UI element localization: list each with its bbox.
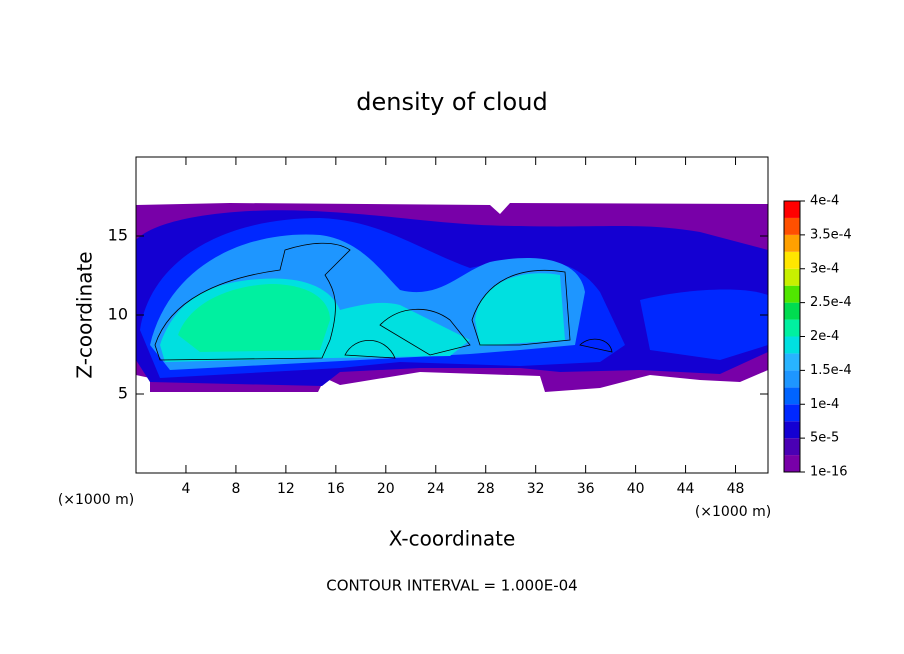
- x-tick-label: 48: [727, 481, 745, 497]
- y-axis-label: Z-coordinate: [73, 251, 97, 378]
- colorbar-segment: [784, 353, 800, 371]
- colorbar-tick-label: 1e-4: [810, 397, 839, 412]
- colorbar-tick-label: 2.5e-4: [810, 295, 852, 310]
- chart-title: density of cloud: [356, 88, 547, 116]
- colorbar-segment: [784, 404, 800, 422]
- colorbar-segment: [784, 319, 800, 337]
- field-layer: [640, 289, 768, 360]
- x-unit: (×1000 m): [695, 504, 771, 520]
- x-tick-label: 44: [677, 481, 695, 497]
- colorbar-tick-label: 2e-4: [810, 329, 839, 344]
- colorbar-segment: [784, 285, 800, 303]
- colorbar-segment: [784, 302, 800, 320]
- colorbar-tick-label: 5e-5: [810, 431, 839, 446]
- x-tick-label: 28: [477, 481, 495, 497]
- colorbar-segment: [784, 268, 800, 286]
- colorbar-segment: [784, 387, 800, 405]
- colorbar-segment: [784, 251, 800, 269]
- field-layer: [178, 284, 330, 352]
- colorbar-tick-label: 3e-4: [810, 261, 839, 276]
- x-tick-label: 32: [527, 481, 545, 497]
- x-tick-label: 40: [627, 481, 645, 497]
- x-tick-label: 24: [427, 481, 445, 497]
- colorbar-segment: [784, 438, 800, 456]
- colorbar-tick-label: 3.5e-4: [810, 227, 852, 242]
- x-tick-label: 16: [327, 481, 345, 497]
- contour-line: [154, 242, 613, 361]
- y-tick-label: 5: [118, 384, 128, 403]
- colorbar-tick-label: 1e-16: [810, 465, 848, 480]
- x-tick-label: 12: [277, 481, 295, 497]
- x-tick-label: 4: [181, 481, 190, 497]
- y-tick-label: 10: [108, 305, 128, 324]
- x-axis-label: X-coordinate: [389, 527, 516, 551]
- footer-note: CONTOUR INTERVAL = 1.000E-04: [326, 577, 577, 595]
- colorbar-segment: [784, 336, 800, 354]
- x-tick-label: 8: [231, 481, 240, 497]
- colorbar-segment: [784, 201, 800, 218]
- field: [136, 203, 768, 392]
- colorbar-tick-label: 1.5e-4: [810, 363, 852, 378]
- colorbar-segment: [784, 234, 800, 252]
- x-tick-label: 20: [377, 481, 395, 497]
- colorbar-segment: [784, 217, 800, 235]
- colorbar-segment: [784, 370, 800, 388]
- field-layer: [475, 273, 565, 346]
- colorbar-segment: [784, 455, 800, 472]
- x-tick-label: 36: [577, 481, 595, 497]
- y-tick-label: 15: [108, 226, 128, 245]
- colorbar-tick-label: 4e-4: [810, 194, 839, 209]
- y-unit: (×1000 m): [58, 492, 134, 508]
- colorbar-segment: [784, 421, 800, 439]
